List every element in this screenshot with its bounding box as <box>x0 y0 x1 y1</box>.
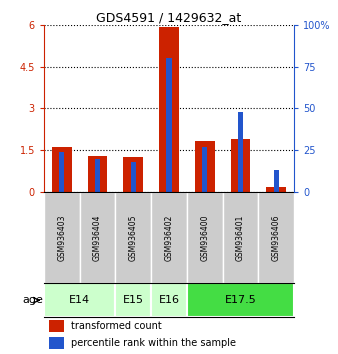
Text: E17.5: E17.5 <box>224 295 256 305</box>
Text: GSM936406: GSM936406 <box>272 215 281 261</box>
Text: GSM936401: GSM936401 <box>236 215 245 261</box>
Bar <box>195 141 215 192</box>
Bar <box>115 192 151 284</box>
Bar <box>88 156 107 192</box>
Bar <box>95 159 100 192</box>
Text: percentile rank within the sample: percentile rank within the sample <box>71 338 237 348</box>
Bar <box>266 187 286 192</box>
Text: transformed count: transformed count <box>71 321 162 331</box>
Bar <box>151 284 187 317</box>
Bar <box>52 147 72 192</box>
Bar <box>187 284 294 317</box>
Bar <box>49 337 64 349</box>
Bar <box>130 162 136 192</box>
Bar <box>258 192 294 284</box>
Bar <box>187 192 223 284</box>
Text: age: age <box>22 295 43 305</box>
Bar <box>273 170 279 192</box>
Text: GSM936403: GSM936403 <box>57 215 66 261</box>
Bar <box>44 192 80 284</box>
Bar <box>159 27 179 192</box>
Title: GDS4591 / 1429632_at: GDS4591 / 1429632_at <box>96 11 242 24</box>
Text: GSM936400: GSM936400 <box>200 215 209 261</box>
Bar <box>123 157 143 192</box>
Bar <box>151 192 187 284</box>
Bar <box>80 192 115 284</box>
Text: GSM936405: GSM936405 <box>129 215 138 261</box>
Text: GSM936404: GSM936404 <box>93 215 102 261</box>
Bar <box>166 58 172 192</box>
Bar <box>231 139 250 192</box>
Bar <box>238 112 243 192</box>
Bar <box>59 152 65 192</box>
Bar <box>49 320 64 332</box>
Bar <box>115 284 151 317</box>
Bar <box>223 192 258 284</box>
Text: E16: E16 <box>159 295 179 305</box>
Text: E14: E14 <box>69 295 90 305</box>
Bar <box>44 284 115 317</box>
Text: GSM936402: GSM936402 <box>165 215 173 261</box>
Text: E15: E15 <box>123 295 144 305</box>
Bar <box>202 147 208 192</box>
